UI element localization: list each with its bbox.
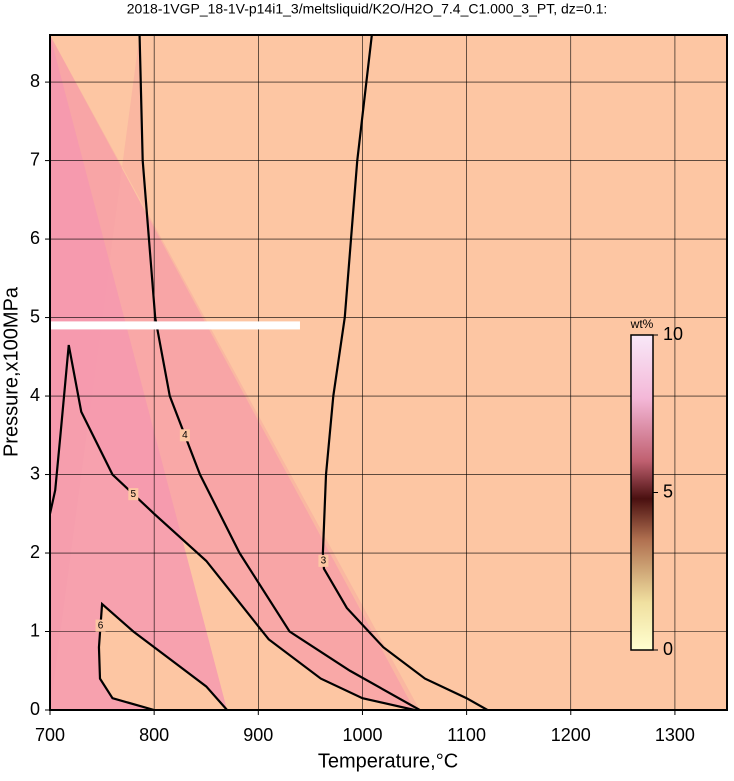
colorbar-tick-label: 10	[663, 324, 683, 344]
contour-label: 3	[321, 556, 327, 567]
plot-frame	[49, 34, 728, 711]
x-tick-label: 1200	[551, 725, 591, 745]
y-tick-label: 1	[30, 620, 40, 640]
colorbar-tick-label: 5	[663, 481, 673, 501]
colorbar: wt% 0 5 10	[630, 317, 683, 659]
shade-region	[50, 35, 228, 710]
x-tick-label: 800	[139, 725, 169, 745]
y-tick-label: 4	[30, 385, 40, 405]
contour-label: 5	[131, 489, 137, 500]
x-axis-label: Temperature,°C	[318, 750, 458, 772]
x-tick-label: 700	[35, 725, 65, 745]
y-tick-label: 6	[30, 228, 40, 248]
y-axis-label: Pressure,x100MPa	[0, 286, 22, 457]
y-tick-label: 0	[30, 699, 40, 719]
plot-area: 3 4 5 6	[50, 35, 727, 710]
data-gap	[50, 321, 300, 330]
contour-line	[138, 35, 421, 710]
contour-label-bg	[128, 488, 139, 501]
colorbar-scale	[630, 334, 654, 651]
contour-label: 6	[98, 620, 104, 631]
x-tick-label: 1000	[342, 725, 382, 745]
colorbar-tick-label: 0	[663, 639, 673, 659]
contour-label: 4	[182, 430, 188, 441]
y-tick-label: 8	[30, 71, 40, 91]
x-tick-label: 900	[243, 725, 273, 745]
contour-label-bg	[179, 429, 190, 442]
y-tick-label: 5	[30, 306, 40, 326]
y-tick-label: 7	[30, 149, 40, 169]
y-tick-label: 3	[30, 463, 40, 483]
shade-region	[50, 35, 420, 710]
contour-line	[97, 601, 228, 710]
contour-label-bg	[318, 554, 329, 567]
colorbar-label: wt%	[630, 317, 654, 331]
y-tick-label: 2	[30, 542, 40, 562]
x-tick-label: 1300	[655, 725, 695, 745]
x-tick-label: 1100	[447, 725, 486, 745]
contour-line	[50, 344, 415, 710]
contour-label-bg	[95, 619, 106, 632]
chart-title: 2018-1VGP_18-1V-p14i1_3/meltsliquid/K2O/…	[127, 1, 608, 17]
